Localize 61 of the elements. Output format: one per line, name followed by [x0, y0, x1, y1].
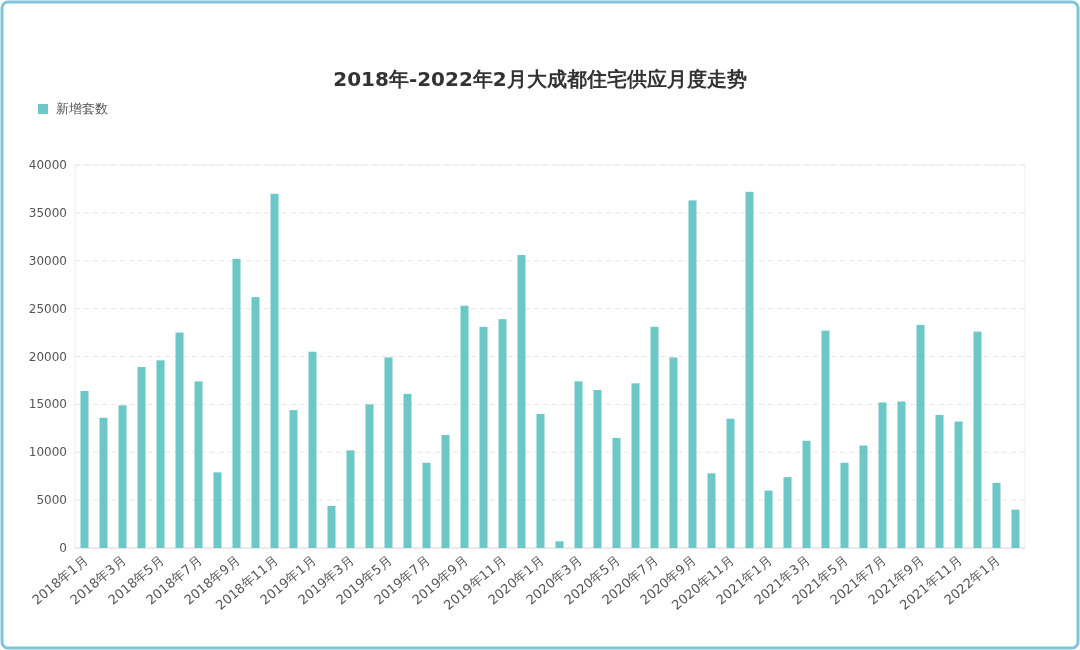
bar	[954, 421, 963, 548]
bar	[99, 417, 108, 548]
y-tick-label: 5000	[36, 493, 67, 508]
bar	[308, 351, 317, 548]
bar	[783, 477, 792, 548]
bar	[498, 319, 507, 548]
bar	[137, 367, 146, 548]
bar	[403, 393, 412, 548]
bar	[688, 200, 697, 548]
bar	[289, 410, 298, 548]
y-tick-label: 10000	[28, 445, 67, 460]
y-tick-label: 15000	[28, 397, 67, 412]
bar	[973, 331, 982, 548]
bar	[802, 440, 811, 548]
bar	[365, 404, 374, 548]
bar	[859, 445, 868, 548]
bar	[745, 191, 754, 548]
bar	[897, 401, 906, 548]
chart-title: 2018年-2022年2月大成都住宅供应月度走势	[333, 67, 747, 91]
bar	[840, 462, 849, 548]
bar	[916, 324, 925, 548]
bar	[574, 381, 583, 548]
bar	[631, 383, 640, 548]
bar	[726, 418, 735, 548]
y-tick-label: 25000	[28, 301, 67, 316]
bar	[80, 390, 89, 548]
bar	[232, 258, 241, 548]
bar	[764, 490, 773, 548]
bar	[213, 472, 222, 548]
bar	[650, 326, 659, 548]
y-tick-label: 40000	[28, 158, 67, 172]
bar	[175, 332, 184, 548]
bar	[1011, 509, 1020, 548]
bar	[194, 381, 203, 548]
bar	[118, 405, 127, 548]
bar	[536, 413, 545, 548]
bar	[156, 360, 165, 548]
bar	[327, 505, 336, 548]
bar	[935, 414, 944, 548]
y-tick-label: 20000	[28, 349, 67, 364]
y-tick-label: 0	[59, 541, 67, 555]
bar	[479, 326, 488, 548]
bar	[251, 297, 260, 548]
bar	[992, 482, 1001, 548]
y-tick-label: 35000	[28, 205, 67, 220]
bar	[517, 255, 526, 548]
bar	[593, 390, 602, 548]
bar	[270, 193, 279, 548]
legend-label: 新增套数	[56, 101, 108, 116]
bar	[441, 435, 450, 548]
bar	[878, 402, 887, 548]
bar	[384, 357, 393, 548]
bar	[422, 462, 431, 548]
bar	[707, 473, 716, 548]
bar	[669, 357, 678, 548]
y-tick-label: 30000	[28, 253, 67, 268]
bar	[460, 305, 469, 548]
bar	[555, 541, 564, 548]
bar	[346, 450, 355, 548]
bar	[612, 437, 621, 548]
bar	[821, 330, 830, 548]
